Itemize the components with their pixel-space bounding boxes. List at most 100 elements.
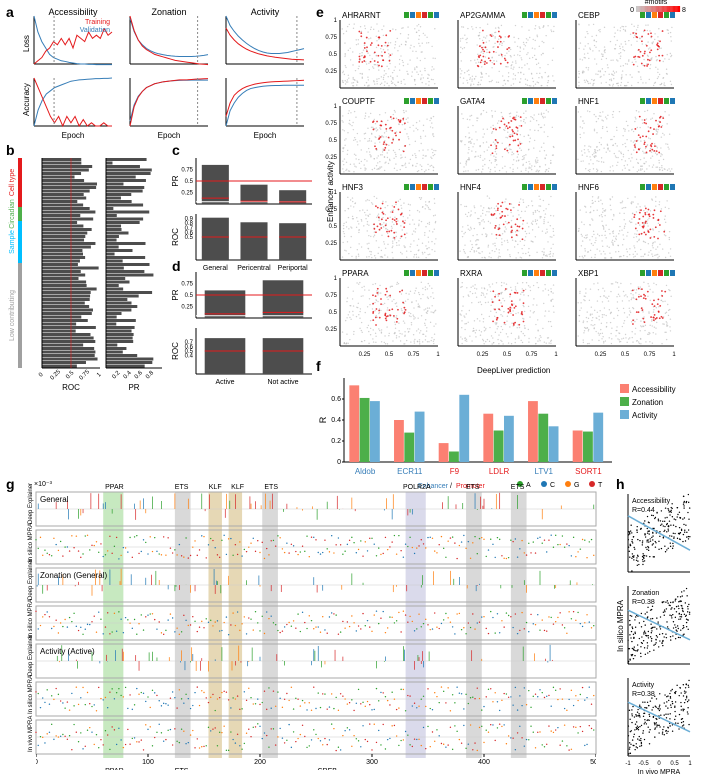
label-b: b (6, 142, 15, 158)
svg-text:0.25: 0.25 (477, 352, 489, 358)
svg-text:Activity: Activity (251, 7, 280, 17)
svg-text:0.75: 0.75 (408, 352, 420, 358)
svg-text:8: 8 (682, 7, 686, 14)
label-g: g (6, 476, 15, 492)
svg-text:ETS: ETS (264, 484, 278, 491)
svg-text:1: 1 (96, 372, 103, 379)
svg-text:1: 1 (554, 352, 558, 358)
svg-text:Sample: Sample (9, 230, 16, 254)
svg-text:Epoch: Epoch (254, 131, 277, 140)
svg-text:XBP1: XBP1 (578, 269, 599, 278)
svg-text:Activity (Active): Activity (Active) (40, 647, 95, 656)
svg-text:Activity: Activity (632, 411, 657, 420)
svg-text:PR: PR (128, 383, 139, 392)
svg-text:0.25: 0.25 (595, 352, 607, 358)
a-ylabel: Accuracy (22, 83, 31, 116)
svg-text:0.25: 0.25 (325, 327, 337, 333)
svg-text:Accessibility: Accessibility (48, 7, 98, 17)
h-ylabel: In silico MPRA (616, 600, 625, 652)
e-xlabel: DeepLiver prediction (477, 366, 550, 375)
svg-text:HNF1: HNF1 (578, 97, 599, 106)
svg-text:0.25: 0.25 (325, 69, 337, 75)
svg-text:0.75: 0.75 (181, 282, 193, 288)
svg-text:1: 1 (334, 104, 338, 110)
svg-text:General: General (40, 495, 69, 504)
svg-text:0.75: 0.75 (325, 293, 337, 299)
svg-text:0.6: 0.6 (331, 396, 341, 403)
svg-text:Not active: Not active (267, 379, 298, 386)
svg-text:PPARA: PPARA (342, 269, 369, 278)
svg-text:SORT1: SORT1 (575, 467, 602, 476)
svg-text:0.75: 0.75 (181, 168, 193, 174)
svg-text:0: 0 (630, 7, 634, 14)
svg-text:0.5: 0.5 (621, 352, 630, 358)
svg-text:HNF4: HNF4 (460, 183, 481, 192)
svg-text:ROC: ROC (171, 228, 180, 246)
svg-text:HNF6: HNF6 (578, 183, 599, 192)
svg-text:Circadian: Circadian (9, 199, 16, 229)
svg-text:Active: Active (215, 379, 234, 386)
svg-text:0.5: 0.5 (329, 310, 338, 316)
svg-text:1: 1 (672, 352, 676, 358)
svg-text:RXRA: RXRA (460, 269, 483, 278)
svg-text:PR: PR (171, 289, 180, 300)
svg-text:R: R (318, 416, 328, 423)
svg-text:F9: F9 (450, 467, 460, 476)
svg-text:0.25: 0.25 (359, 352, 371, 358)
a-ylabel: Loss (22, 35, 31, 52)
svg-text:ETS: ETS (175, 484, 189, 491)
svg-text:#motifs: #motifs (645, 0, 668, 6)
svg-text:ECR11: ECR11 (397, 467, 423, 476)
svg-text:0.2: 0.2 (111, 370, 122, 381)
svg-text:0.75: 0.75 (325, 121, 337, 127)
svg-text:1: 1 (436, 352, 440, 358)
svg-text:0.4: 0.4 (123, 370, 134, 381)
svg-text:Periportal: Periportal (278, 265, 308, 272)
svg-text:Validation: Validation (80, 27, 110, 34)
svg-text:T: T (598, 482, 603, 489)
svg-text:1: 1 (334, 276, 338, 282)
svg-text:1: 1 (334, 18, 338, 24)
svg-text:0.5: 0.5 (329, 224, 338, 230)
svg-text:0.5: 0.5 (65, 370, 76, 381)
svg-text:0.5: 0.5 (185, 293, 194, 299)
svg-text:PR: PR (171, 175, 180, 186)
svg-text:ROC: ROC (171, 342, 180, 360)
e-ylabel: Enhancer activity (326, 161, 335, 222)
svg-text:0.75: 0.75 (644, 352, 656, 358)
svg-text:0.25: 0.25 (50, 369, 63, 382)
svg-text:Zonation: Zonation (151, 7, 186, 17)
svg-text:0.5: 0.5 (385, 352, 394, 358)
svg-text:GATA4: GATA4 (460, 97, 486, 106)
svg-text:POLR2A: POLR2A (403, 484, 431, 491)
svg-text:AHRARNT: AHRARNT (342, 11, 381, 20)
svg-text:ETS: ETS (466, 484, 480, 491)
svg-text:LTV1: LTV1 (534, 467, 553, 476)
svg-text:0.6: 0.6 (134, 370, 145, 381)
svg-text:0.75: 0.75 (526, 352, 538, 358)
svg-text:ROC: ROC (62, 383, 80, 392)
svg-text:CEBP: CEBP (578, 11, 600, 20)
svg-text:0.5: 0.5 (185, 179, 194, 185)
svg-text:0.2: 0.2 (331, 438, 341, 445)
svg-text:0.9: 0.9 (185, 217, 194, 223)
svg-text:Cell type: Cell type (9, 169, 16, 196)
svg-text:COUPTF: COUPTF (342, 97, 375, 106)
svg-text:0.5: 0.5 (503, 352, 512, 358)
svg-text:0.75: 0.75 (79, 369, 92, 382)
svg-text:KLF: KLF (231, 484, 244, 491)
svg-text:Epoch: Epoch (62, 131, 85, 140)
label-a: a (6, 4, 14, 20)
svg-text:0.25: 0.25 (181, 191, 193, 197)
svg-text:0.25: 0.25 (181, 305, 193, 311)
svg-text:Aldob: Aldob (355, 467, 376, 476)
svg-text:Accessibility: Accessibility (632, 385, 676, 394)
label-c: c (172, 142, 180, 158)
svg-text:0.7: 0.7 (185, 340, 194, 346)
svg-text:Zonation (General): Zonation (General) (40, 571, 107, 580)
svg-text:Epoch: Epoch (158, 131, 181, 140)
svg-text:Low contributing: Low contributing (9, 290, 16, 341)
svg-text:Training: Training (85, 19, 110, 26)
svg-text:0.5: 0.5 (329, 52, 338, 58)
svg-text:LDLR: LDLR (489, 467, 510, 476)
